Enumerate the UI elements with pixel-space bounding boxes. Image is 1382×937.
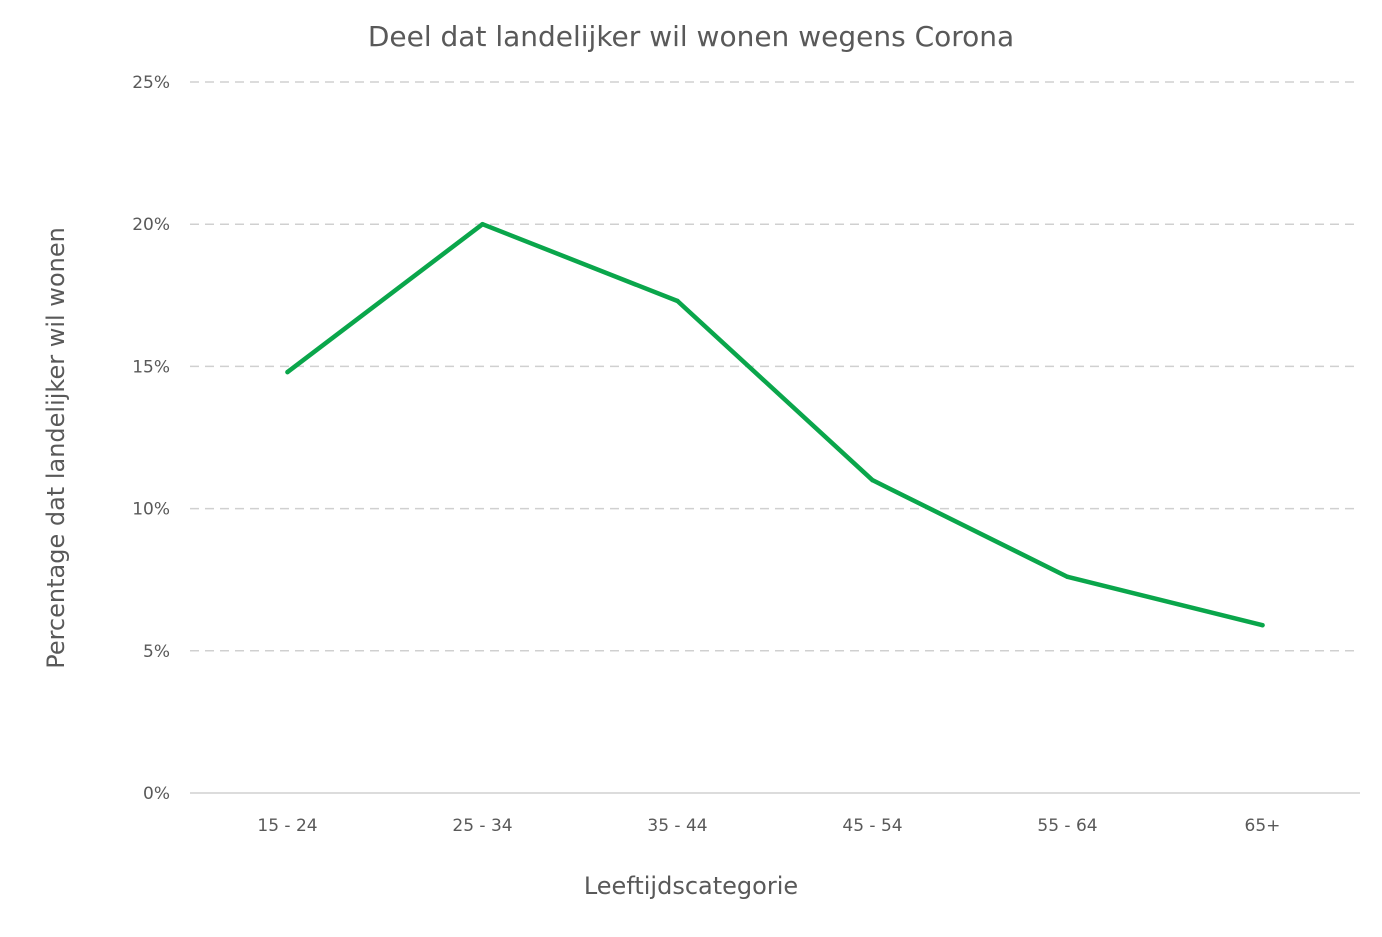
gridlines	[190, 81, 1360, 794]
series-layer	[285, 221, 1265, 628]
data-point	[1065, 574, 1070, 580]
y-axis-title: Percentage dat landelijker wil wonen	[42, 227, 70, 669]
y-tick-label: 20%	[132, 215, 170, 235]
data-point	[285, 369, 290, 375]
data-point	[675, 298, 680, 304]
x-tick-label: 65+	[1245, 816, 1281, 836]
x-tick-label: 25 - 34	[452, 816, 512, 836]
y-tick-label: 15%	[132, 357, 170, 377]
x-axis-title: Leeftijdscategorie	[584, 872, 798, 900]
x-tick-label: 15 - 24	[257, 816, 317, 836]
y-tick-label: 25%	[132, 73, 170, 93]
y-axis-ticks: 0% 5% 10% 15% 20% 25%	[132, 73, 170, 804]
data-point	[480, 222, 485, 227]
x-tick-label: 45 - 54	[842, 816, 902, 836]
x-axis-ticks: 15 - 24 25 - 34 35 - 44 45 - 54 55 - 64 65+	[257, 816, 1280, 836]
y-tick-label: 10%	[132, 500, 170, 520]
data-point	[1260, 623, 1265, 628]
chart-title: Deel dat landelijker wil wonen wegens Co…	[368, 20, 1014, 53]
series-line	[285, 221, 1265, 628]
data-point	[870, 477, 875, 483]
x-tick-label: 35 - 44	[647, 816, 707, 836]
y-tick-label: 5%	[143, 642, 170, 662]
x-tick-label: 55 - 64	[1037, 816, 1097, 836]
y-tick-label: 0%	[143, 784, 170, 804]
